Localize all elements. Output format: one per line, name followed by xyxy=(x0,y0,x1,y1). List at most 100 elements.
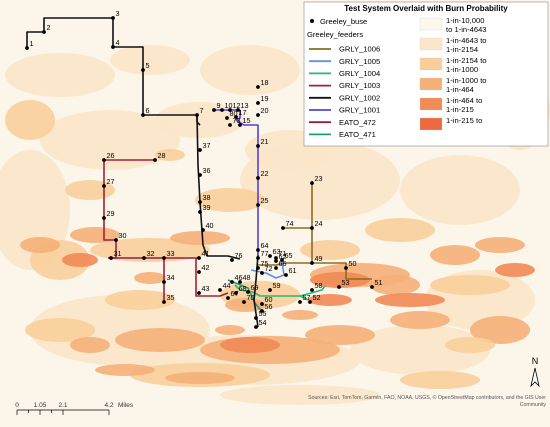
feeder-line xyxy=(195,258,229,297)
burn-legend-label: 1-in-1000 xyxy=(446,65,478,74)
burn-patch xyxy=(495,263,535,277)
bus-label: 52 xyxy=(313,293,321,302)
bus-label: 24 xyxy=(315,219,323,228)
bus-legend-symbol xyxy=(310,19,314,23)
feeder-line xyxy=(234,284,326,297)
bus-point xyxy=(102,184,106,188)
bus-point xyxy=(197,256,201,260)
bus-label: 73 xyxy=(233,116,241,125)
burn-patch xyxy=(170,231,230,245)
bus-point xyxy=(162,256,166,260)
bus-point xyxy=(256,266,260,270)
north-arrow-icon xyxy=(530,367,540,388)
burn-legend-swatch xyxy=(419,37,443,51)
burn-patch xyxy=(350,325,490,375)
bus-point xyxy=(256,256,260,260)
bus-label: 60 xyxy=(265,295,273,304)
bus-label: 31 xyxy=(114,249,122,258)
burn-patch xyxy=(155,149,185,161)
burn-legend-label: 1-in-4643 to xyxy=(446,36,487,45)
map-title: Test System Overlaid with Burn Probabili… xyxy=(344,4,508,13)
burn-patch xyxy=(40,110,180,170)
bus-point xyxy=(256,144,260,148)
bus-label: 48 xyxy=(243,273,251,282)
bus-label: 68 xyxy=(239,284,247,293)
feeder-legend-label: GRLY_1005 xyxy=(339,57,380,66)
bus-label: 53 xyxy=(342,278,350,287)
burn-legend-label: 1-in-2154 to xyxy=(446,56,487,65)
bus-label: 54 xyxy=(259,318,267,327)
burn-patch xyxy=(370,275,420,295)
bus-point xyxy=(310,226,314,230)
bus-label: 72 xyxy=(265,264,273,273)
bus-point xyxy=(228,108,232,112)
burn-patch xyxy=(134,272,166,284)
bus-label: 49 xyxy=(315,254,323,263)
bus-label: 21 xyxy=(261,137,269,146)
burn-probability-raster xyxy=(0,45,550,405)
bus-point xyxy=(212,108,216,112)
bus-point xyxy=(256,113,260,117)
map-credits: Sources: Esri, TomTom, Garmin, FAO, NOAA… xyxy=(308,394,546,401)
bus-label: 38 xyxy=(203,193,211,202)
burn-legend-label: 1-in-464 xyxy=(446,85,474,94)
bus-label: 1 xyxy=(30,39,34,48)
bus-label: 42 xyxy=(202,263,210,272)
bus-label: 40 xyxy=(206,221,214,230)
bus-label: 28 xyxy=(158,151,166,160)
bus-point xyxy=(284,273,288,277)
bus-label: 61 xyxy=(289,266,297,275)
bus-label: 18 xyxy=(261,78,269,87)
scale-bar: 0 1.05 2.1 4.2 Miles xyxy=(15,402,134,415)
burn-patch xyxy=(5,100,55,140)
burn-legend-swatch xyxy=(419,77,443,91)
bus-label: 71 xyxy=(279,249,287,258)
bus-point xyxy=(310,288,314,292)
bus-label: 7 xyxy=(200,106,204,115)
bus-point xyxy=(337,285,341,289)
burn-patch xyxy=(90,238,210,262)
feeders-legend-header: Greeley_feeders xyxy=(307,30,363,39)
bus-label: 17 xyxy=(239,108,247,117)
bus-point xyxy=(281,226,285,230)
bus-point xyxy=(274,259,278,263)
bus-point xyxy=(256,203,260,207)
bus-point xyxy=(234,291,238,295)
bus-label: 56 xyxy=(265,302,273,311)
bus-label: 50 xyxy=(349,259,357,268)
bus-point xyxy=(197,270,201,274)
bus-label: 46 xyxy=(235,273,243,282)
legend: Test System Overlaid with Burn Probabili… xyxy=(303,1,549,147)
bus-point xyxy=(246,290,250,294)
bus-label: 25 xyxy=(261,196,269,205)
bus-point xyxy=(198,173,202,177)
bus-point xyxy=(153,158,157,162)
bus-label: 33 xyxy=(167,249,175,258)
bus-label: 63 xyxy=(273,247,281,256)
bus-point xyxy=(238,280,242,284)
feeder-line xyxy=(227,279,263,313)
burn-patch xyxy=(310,272,370,288)
feeder-legend-label: GRLY_1004 xyxy=(339,69,380,78)
burn-patch xyxy=(200,45,300,95)
burn-patch xyxy=(300,240,360,260)
bus-point xyxy=(102,216,106,220)
burn-patch xyxy=(400,155,520,225)
bus-point xyxy=(344,266,348,270)
bus-point xyxy=(274,256,278,260)
bus-point xyxy=(254,316,258,320)
bus-legend-label: Greeley_buse xyxy=(320,17,367,26)
bus-point xyxy=(260,271,264,275)
bus-label: 51 xyxy=(375,278,383,287)
bus-point xyxy=(310,261,314,265)
bus-label: 62 xyxy=(279,252,287,261)
burn-legend-swatch xyxy=(419,57,443,71)
bus-label: 4 xyxy=(116,38,120,47)
bus-point xyxy=(228,123,232,127)
scale-unit: Miles xyxy=(118,402,134,409)
bus-label: 2 xyxy=(47,23,51,32)
bus-label: 12 xyxy=(233,101,241,110)
